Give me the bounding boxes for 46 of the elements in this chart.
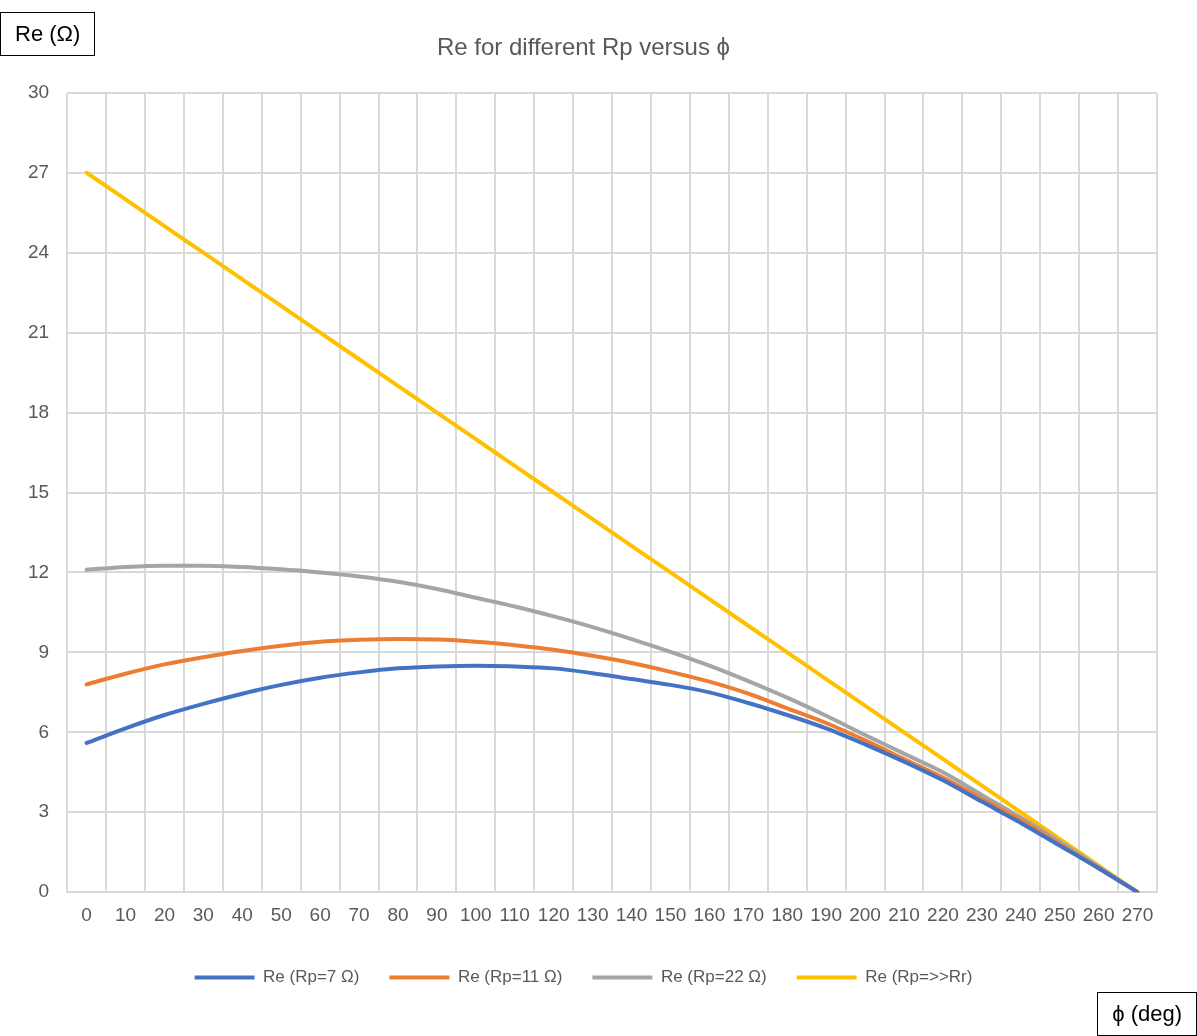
- y-tick-label: 15: [27, 480, 50, 502]
- y-tick-label: 6: [38, 720, 50, 742]
- x-tick-label: 170: [732, 903, 765, 925]
- y-axis-title: Re (Ω): [0, 12, 96, 56]
- x-tick-label: 140: [615, 903, 648, 925]
- x-tick-label: 70: [348, 903, 370, 925]
- x-tick-label: 150: [654, 903, 687, 925]
- x-tick-label: 10: [114, 903, 137, 925]
- x-tick-label: 90: [426, 903, 448, 925]
- legend-label: Re (Rp=>>Rr): [865, 967, 973, 987]
- y-tick-label: 3: [38, 800, 50, 822]
- legend-label: Re (Rp=7 Ω): [263, 967, 360, 987]
- chart-title: Re for different Rp versus ϕ: [436, 33, 731, 61]
- x-tick-label: 50: [270, 903, 292, 925]
- legend-label: Re (Rp=11 Ω): [457, 967, 563, 987]
- x-tick-label: 200: [849, 903, 881, 925]
- y-tick-label: 24: [27, 240, 50, 262]
- x-tick-label: 160: [693, 903, 726, 925]
- x-tick-label: 230: [965, 903, 998, 925]
- x-tick-label: 110: [499, 903, 530, 925]
- x-axis-title: ϕ (deg): [1097, 992, 1197, 1036]
- x-tick-label: 220: [927, 903, 959, 925]
- x-tick-label: 0: [81, 903, 92, 925]
- y-tick-label: 12: [27, 560, 50, 582]
- y-tick-label: 0: [38, 880, 50, 902]
- y-tick-label: 18: [27, 400, 50, 422]
- x-tick-label: 40: [231, 903, 253, 925]
- legend-label: Re (Rp=22 Ω): [660, 967, 767, 987]
- y-tick-label: 9: [38, 640, 50, 662]
- y-tick-label: 27: [27, 160, 50, 182]
- x-tick-label: 80: [387, 903, 409, 925]
- x-tick-label: 250: [1043, 903, 1076, 925]
- x-tick-label: 180: [771, 903, 804, 925]
- x-tick-label: 130: [576, 903, 609, 925]
- x-tick-label: 260: [1082, 903, 1115, 925]
- x-tick-label: 30: [192, 903, 214, 925]
- x-tick-label: 20: [153, 903, 176, 925]
- x-tick-label: 270: [1121, 903, 1154, 925]
- y-tick-label: 21: [27, 320, 50, 342]
- y-tick-label: 30: [27, 81, 50, 103]
- x-tick-label: 190: [810, 903, 842, 925]
- x-tick-label: 100: [459, 903, 492, 925]
- x-tick-label: 210: [888, 903, 920, 925]
- x-tick-label: 120: [537, 903, 570, 925]
- x-tick-label: 240: [1004, 903, 1037, 925]
- x-tick-label: 60: [309, 903, 331, 925]
